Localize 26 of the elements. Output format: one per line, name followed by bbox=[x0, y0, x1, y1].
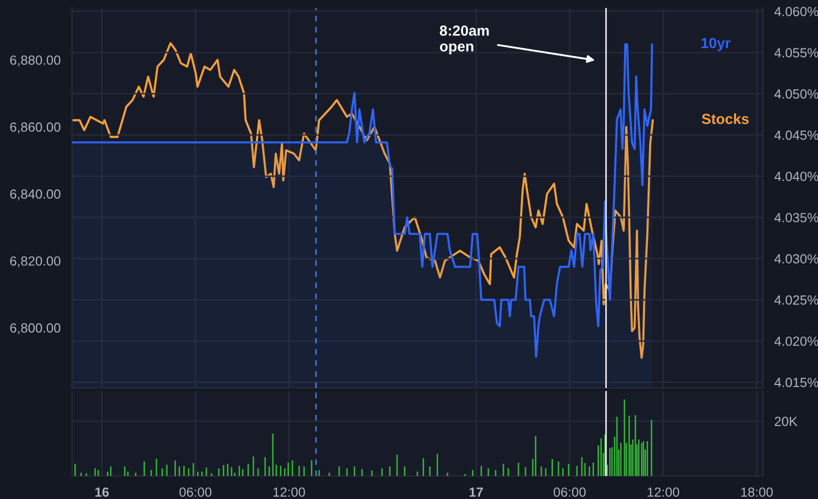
x-tick-label: 12:00 bbox=[648, 487, 680, 497]
y2-tick-label: 4.050% bbox=[774, 89, 818, 99]
y2-tick-label: 4.025% bbox=[774, 295, 818, 305]
x-tick-label: 17 bbox=[470, 488, 483, 497]
y-tick-label: 6,860.00 bbox=[10, 122, 60, 134]
y2-tick-label: 4.040% bbox=[774, 172, 818, 182]
y2-tick-label: 4.015% bbox=[774, 378, 818, 388]
y2-tick-label: 4.060% bbox=[774, 6, 818, 16]
x-tick-label: 06:00 bbox=[179, 487, 212, 497]
y-tick-label: 20K bbox=[774, 416, 798, 426]
y2-tick-label: 4.035% bbox=[774, 212, 818, 222]
y-tick-label: 6,880.00 bbox=[10, 55, 60, 66]
ref-line-label: 8:20am open bbox=[440, 25, 489, 54]
y-tick-label: 6,840.00 bbox=[10, 189, 60, 200]
x-tick-label: 12:00 bbox=[273, 487, 305, 497]
x-tick-label: 16 bbox=[95, 487, 109, 497]
y-tick-label: 6,800.00 bbox=[10, 323, 60, 334]
y-tick-label: 6,820.00 bbox=[10, 256, 60, 268]
y2-tick-label: 4.030% bbox=[774, 254, 818, 264]
x-tick-label: 06:00 bbox=[554, 487, 586, 497]
y2-tick-label: 4.055% bbox=[774, 48, 818, 58]
x-tick-label: 18:00 bbox=[741, 487, 773, 497]
text: Stocks bbox=[702, 113, 749, 124]
text: 10yr bbox=[702, 38, 730, 52]
y2-tick-label: 4.020% bbox=[774, 336, 818, 346]
y2-tick-label: 4.045% bbox=[774, 130, 818, 140]
